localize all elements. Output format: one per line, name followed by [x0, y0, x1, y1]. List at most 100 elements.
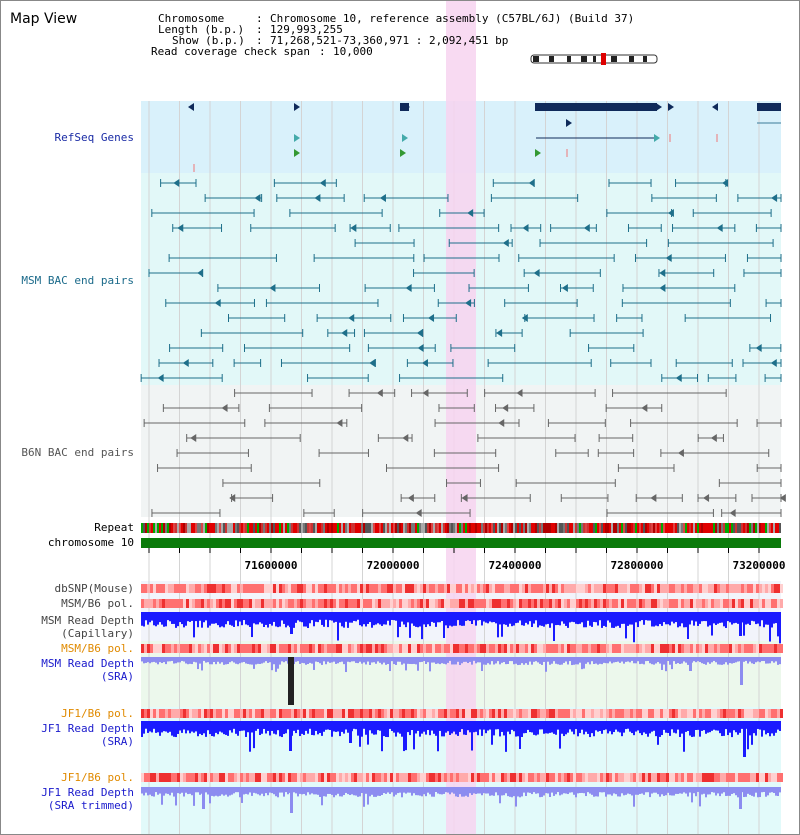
- gene-arrow: [400, 149, 406, 157]
- polymorphism-density: [495, 584, 498, 593]
- polymorphism-density: [714, 599, 717, 608]
- polymorphism-density: [468, 599, 471, 608]
- read-depth-bar: [167, 787, 169, 794]
- repeat-element: [411, 523, 413, 533]
- polymorphism-density: [294, 709, 297, 718]
- read-depth-bar: [525, 612, 527, 623]
- read-depth-bar: [207, 787, 209, 795]
- polymorphism-density: [549, 773, 552, 782]
- read-depth-bar: [405, 657, 407, 671]
- read-depth-bar: [149, 612, 151, 623]
- read-depth-bar: [517, 612, 519, 623]
- polymorphism-density: [774, 644, 777, 653]
- read-depth-bar: [463, 787, 465, 797]
- polymorphism-density: [294, 644, 297, 653]
- polymorphism-density: [366, 599, 369, 608]
- read-depth-bar: [735, 657, 737, 663]
- read-depth-bar: [755, 657, 757, 663]
- gene-arrow: [294, 103, 300, 111]
- read-depth-bar: [299, 721, 301, 737]
- read-depth-bar: [625, 612, 627, 639]
- read-depth-bar: [699, 657, 701, 663]
- read-depth-bar: [727, 721, 729, 736]
- polymorphism-density: [765, 644, 768, 653]
- polymorphism-density: [549, 599, 552, 608]
- repeat-element: [761, 523, 763, 533]
- read-depth-bar: [487, 721, 489, 731]
- read-depth-bar: [737, 787, 739, 798]
- repeat-element: [313, 523, 315, 533]
- read-depth-bar: [655, 721, 657, 737]
- polymorphism-density: [630, 599, 633, 608]
- polymorphism-density: [144, 599, 147, 608]
- polymorphism-density: [267, 709, 270, 718]
- read-depth-bar: [545, 787, 547, 794]
- read-depth-bar: [253, 612, 255, 624]
- polymorphism-density: [474, 709, 477, 718]
- repeat-element: [579, 523, 581, 533]
- read-depth-bar: [687, 612, 689, 639]
- polymorphism-density: [474, 584, 477, 593]
- repeat-element: [361, 523, 363, 533]
- polymorphism-density: [648, 584, 651, 593]
- polymorphism-density: [489, 709, 492, 718]
- polymorphism-density: [642, 599, 645, 608]
- polymorphism-density: [291, 709, 294, 718]
- repeat-element: [227, 523, 229, 533]
- polymorphism-density: [198, 709, 201, 718]
- read-depth-bar: [527, 657, 529, 665]
- read-depth-bar: [309, 721, 311, 729]
- polymorphism-density: [285, 773, 288, 782]
- read-depth-bar: [579, 657, 581, 663]
- gene-arrow: [294, 134, 300, 142]
- bac-end-arrow: [521, 314, 528, 322]
- read-depth-bar: [671, 612, 673, 622]
- repeat-element: [681, 523, 683, 533]
- read-depth-bar: [315, 612, 317, 622]
- chromosome-colon: :: [256, 12, 263, 25]
- polymorphism-density: [648, 599, 651, 608]
- read-depth-bar: [611, 657, 613, 664]
- polymorphism-density: [585, 599, 588, 608]
- chromosome-key: Chromosome: [158, 12, 225, 25]
- read-depth-bar: [321, 612, 323, 625]
- read-depth-bar: [645, 612, 647, 621]
- read-depth-bar: [163, 657, 165, 663]
- read-depth-bar: [387, 657, 389, 665]
- read-depth-bar: [381, 612, 383, 626]
- read-depth-bar: [519, 612, 521, 621]
- repeat-element: [541, 523, 543, 533]
- read-depth-bar: [645, 657, 647, 662]
- repeat-element: [277, 523, 279, 533]
- read-depth-bar: [541, 657, 543, 665]
- repeat-element: [265, 523, 267, 533]
- polymorphism-density: [216, 773, 219, 782]
- polymorphism-density: [336, 773, 339, 782]
- polymorphism-density: [372, 584, 375, 593]
- read-depth-bar: [501, 657, 503, 663]
- read-depth-bar: [707, 612, 709, 627]
- repeat-element: [179, 523, 181, 533]
- polymorphism-density: [168, 644, 171, 653]
- read-depth-bar: [247, 612, 249, 626]
- polymorphism-density: [630, 584, 633, 593]
- polymorphism-density: [558, 644, 561, 653]
- read-depth-bar: [775, 721, 777, 733]
- polymorphism-density: [438, 644, 441, 653]
- read-depth-bar: [559, 612, 561, 626]
- polymorphism-density: [306, 709, 309, 718]
- polymorphism-density: [675, 584, 678, 593]
- polymorphism-density: [396, 644, 399, 653]
- read-depth-bar: [597, 612, 599, 626]
- polymorphism-density: [771, 584, 774, 593]
- read-depth-bar: [559, 657, 561, 665]
- read-depth-bar: [621, 721, 623, 737]
- read-depth-bar: [305, 787, 307, 796]
- read-depth-bar: [585, 787, 587, 797]
- read-depth-bar: [631, 721, 633, 734]
- polymorphism-density: [522, 709, 525, 718]
- repeat-element: [497, 523, 499, 533]
- read-depth-bar: [209, 721, 211, 735]
- bac-end-arrow: [779, 494, 786, 502]
